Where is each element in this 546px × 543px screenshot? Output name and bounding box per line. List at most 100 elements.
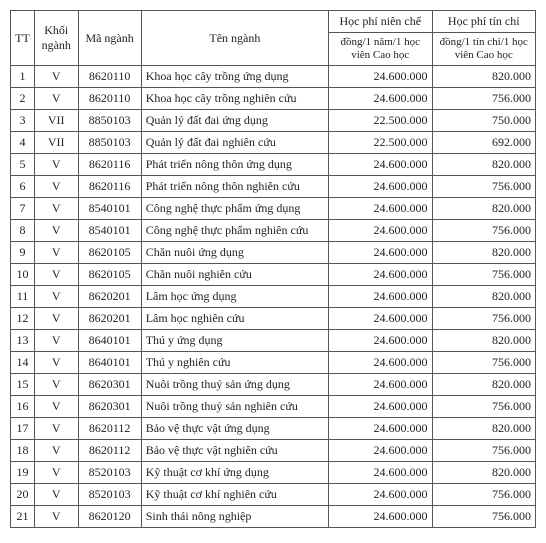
cell-nien: 24.600.000 [329,374,432,396]
cell-nien: 24.600.000 [329,462,432,484]
cell-ten: Lâm học ứng dụng [141,286,328,308]
cell-ten: Kỹ thuật cơ khí ứng dụng [141,462,328,484]
cell-khoi: V [34,220,78,242]
cell-ten: Lâm học nghiên cứu [141,308,328,330]
tuition-table: TT Khối ngành Mã ngành Tên ngành Học phí… [10,10,536,528]
cell-tin: 756.000 [432,440,536,462]
cell-nien: 24.600.000 [329,484,432,506]
cell-khoi: V [34,396,78,418]
cell-ma: 8540101 [78,220,141,242]
cell-ten: Thú y nghiên cứu [141,352,328,374]
cell-ten: Chăn nuôi nghiên cứu [141,264,328,286]
cell-khoi: V [34,308,78,330]
cell-khoi: V [34,88,78,110]
cell-khoi: V [34,352,78,374]
cell-tt: 18 [11,440,35,462]
cell-tin: 756.000 [432,484,536,506]
cell-khoi: V [34,264,78,286]
cell-khoi: V [34,66,78,88]
cell-ma: 8620116 [78,154,141,176]
cell-ten: Nuôi trồng thuỷ sản nghiên cứu [141,396,328,418]
cell-nien: 24.600.000 [329,66,432,88]
cell-nien: 24.600.000 [329,418,432,440]
cell-tin: 820.000 [432,374,536,396]
table-row: 11V8620201Lâm học ứng dụng24.600.000820.… [11,286,536,308]
cell-tt: 12 [11,308,35,330]
cell-tin: 820.000 [432,242,536,264]
cell-ma: 8620110 [78,88,141,110]
cell-tin: 756.000 [432,220,536,242]
cell-tt: 20 [11,484,35,506]
cell-ma: 8620120 [78,506,141,528]
cell-ten: Phát triển nông thôn ứng dụng [141,154,328,176]
cell-ma: 8520103 [78,462,141,484]
header-ten: Tên ngành [141,11,328,66]
cell-khoi: V [34,242,78,264]
cell-ma: 8640101 [78,352,141,374]
cell-tt: 17 [11,418,35,440]
cell-tin: 820.000 [432,330,536,352]
cell-nien: 24.600.000 [329,396,432,418]
cell-ma: 8540101 [78,198,141,220]
cell-khoi: VII [34,132,78,154]
cell-tt: 14 [11,352,35,374]
cell-nien: 24.600.000 [329,88,432,110]
cell-tt: 9 [11,242,35,264]
cell-tt: 19 [11,462,35,484]
cell-ten: Quản lý đất đai nghiên cứu [141,132,328,154]
header-nien-top: Học phí niên chế [329,11,432,33]
cell-tin: 756.000 [432,396,536,418]
cell-tin: 756.000 [432,352,536,374]
cell-ma: 8620301 [78,374,141,396]
cell-tin: 756.000 [432,506,536,528]
cell-ma: 8620301 [78,396,141,418]
header-ma: Mã ngành [78,11,141,66]
cell-nien: 24.600.000 [329,506,432,528]
cell-tin: 692.000 [432,132,536,154]
table-body: 1V8620110Khoa học cây trồng ứng dụng24.6… [11,66,536,528]
cell-khoi: V [34,506,78,528]
cell-ten: Bảo vệ thực vật nghiên cứu [141,440,328,462]
cell-nien: 24.600.000 [329,220,432,242]
cell-tt: 4 [11,132,35,154]
table-row: 10V8620105Chăn nuôi nghiên cứu24.600.000… [11,264,536,286]
cell-tt: 6 [11,176,35,198]
cell-tin: 820.000 [432,286,536,308]
table-row: 6V8620116Phát triển nông thôn nghiên cứu… [11,176,536,198]
cell-nien: 22.500.000 [329,132,432,154]
table-head: TT Khối ngành Mã ngành Tên ngành Học phí… [11,11,536,66]
header-tin-sub: đồng/1 tín chỉ/1 học viên Cao học [432,33,536,66]
cell-tt: 3 [11,110,35,132]
cell-ma: 8620105 [78,264,141,286]
cell-tin: 820.000 [432,66,536,88]
cell-ma: 8620201 [78,308,141,330]
cell-ma: 8850103 [78,110,141,132]
cell-khoi: V [34,418,78,440]
table-row: 5V8620116Phát triển nông thôn ứng dụng24… [11,154,536,176]
cell-ma: 8850103 [78,132,141,154]
cell-ma: 8520103 [78,484,141,506]
table-row: 15V8620301Nuôi trồng thuỷ sản ứng dụng24… [11,374,536,396]
cell-tin: 756.000 [432,308,536,330]
cell-nien: 24.600.000 [329,440,432,462]
cell-tt: 15 [11,374,35,396]
table-row: 7V8540101Công nghệ thực phẩm ứng dụng24.… [11,198,536,220]
cell-ma: 8620110 [78,66,141,88]
cell-khoi: V [34,374,78,396]
table-row: 8V8540101Công nghệ thực phẩm nghiên cứu2… [11,220,536,242]
cell-nien: 24.600.000 [329,286,432,308]
cell-ten: Nuôi trồng thuỷ sản ứng dụng [141,374,328,396]
cell-ten: Công nghệ thực phẩm nghiên cứu [141,220,328,242]
cell-khoi: V [34,462,78,484]
cell-ma: 8620112 [78,440,141,462]
cell-tin: 820.000 [432,462,536,484]
cell-tt: 8 [11,220,35,242]
cell-tt: 1 [11,66,35,88]
table-row: 2V8620110Khoa học cây trồng nghiên cứu24… [11,88,536,110]
table-row: 17V8620112Bảo vệ thực vật ứng dụng24.600… [11,418,536,440]
cell-ma: 8620201 [78,286,141,308]
cell-khoi: V [34,198,78,220]
cell-ten: Bảo vệ thực vật ứng dụng [141,418,328,440]
cell-tt: 16 [11,396,35,418]
cell-khoi: V [34,286,78,308]
